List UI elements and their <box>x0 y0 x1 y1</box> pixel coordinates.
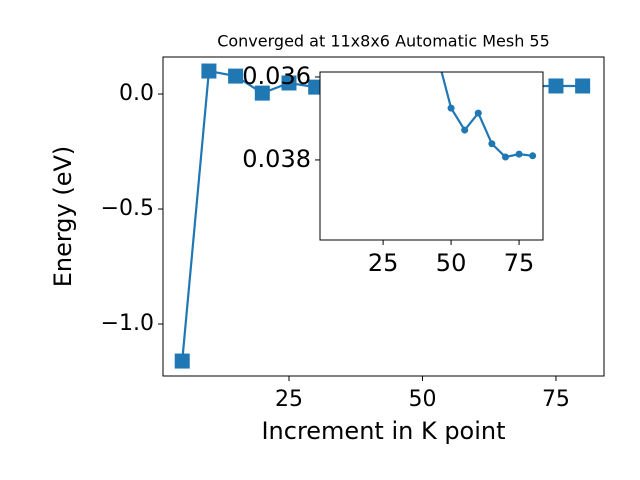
x-tick-label: 25 <box>275 387 303 412</box>
plot-content <box>440 72 537 161</box>
marker <box>281 75 297 91</box>
axes-frame <box>319 71 544 241</box>
marker <box>228 68 244 84</box>
marker <box>575 78 591 94</box>
marker <box>308 79 324 95</box>
y-tick-label: 0.038 <box>242 145 311 173</box>
x-tick-label: 50 <box>408 387 436 412</box>
y-axis-label: Energy (eV) <box>49 146 77 288</box>
axes: 25 50 75 0.036 0.038 <box>242 62 544 277</box>
marker <box>254 85 270 101</box>
x-tick-label: 25 <box>368 249 399 277</box>
y-tick-label: −0.5 <box>101 196 154 221</box>
marker <box>174 353 190 369</box>
marker <box>447 104 455 112</box>
marker <box>529 152 537 160</box>
y-tick-label: 0.036 <box>242 62 311 90</box>
x-axis-label: Increment in K point <box>261 417 505 445</box>
marker <box>515 150 523 158</box>
marker <box>548 78 564 94</box>
marker <box>461 126 469 134</box>
marker <box>201 63 217 79</box>
chart-title: Converged at 11x8x6 Automatic Mesh 55 <box>217 32 550 51</box>
x-tick-label: 50 <box>436 249 467 277</box>
marker <box>501 153 509 161</box>
y-tick-label: 0.0 <box>119 81 154 106</box>
x-tick-label: 75 <box>504 249 535 277</box>
axes-frame <box>162 56 605 377</box>
y-tick-label: −1.0 <box>101 311 154 336</box>
x-tick-label: 75 <box>542 387 570 412</box>
marker <box>474 109 482 117</box>
marker <box>488 140 496 148</box>
